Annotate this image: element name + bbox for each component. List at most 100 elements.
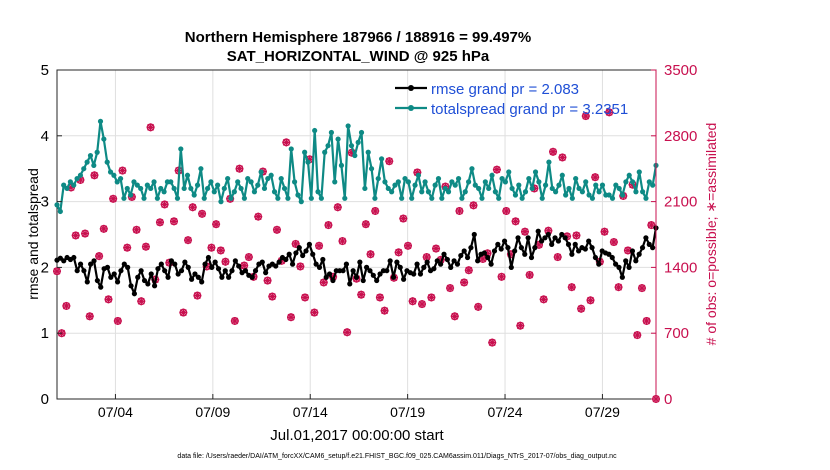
series-point [74, 268, 80, 274]
obs-count-point [296, 262, 305, 271]
obs-count-point [62, 301, 71, 310]
obs-count-point [216, 246, 225, 255]
series-point [204, 185, 211, 192]
series-point [91, 258, 97, 264]
obs-count-point [474, 302, 483, 311]
series-point [88, 261, 94, 267]
y-axis-label: rmse and totalspread [25, 168, 41, 300]
y2-axis-label: # of obs: o=possible; ∗=assimilated [703, 123, 719, 346]
series-point [296, 245, 302, 251]
series-point [636, 169, 642, 175]
obs-count-point [525, 270, 534, 279]
series-point [458, 252, 464, 259]
series-point [259, 259, 265, 265]
obs-count-point [240, 261, 249, 270]
obs-count-point [357, 290, 366, 299]
obs-count-point [99, 224, 108, 233]
series-point [375, 175, 381, 182]
series-point [549, 185, 555, 192]
series-point [498, 246, 504, 252]
chart-title: Northern Hemisphere 187966 / 188916 = 99… [185, 29, 531, 46]
obs-count-point [230, 316, 239, 325]
series-point [211, 189, 217, 195]
series-point [131, 291, 137, 297]
obs-count-point [371, 207, 380, 215]
obs-count-point [600, 227, 609, 236]
series-point [462, 189, 468, 195]
obs-count-point [207, 243, 216, 252]
series-point [464, 254, 471, 261]
series-point [141, 277, 148, 284]
obs-count-point [633, 331, 642, 340]
series-point [148, 271, 154, 277]
series-point [569, 195, 575, 201]
series-point [148, 185, 154, 192]
series-point [308, 195, 314, 201]
series-point [468, 245, 474, 251]
series-point [429, 195, 435, 201]
series-point [114, 279, 121, 285]
series-point [496, 195, 502, 201]
obs-count-point [408, 297, 417, 306]
series-point [623, 258, 629, 264]
series-point [121, 195, 127, 201]
series-point [599, 182, 606, 188]
obs-count-point [132, 225, 141, 234]
series-point [616, 264, 622, 270]
series-point [318, 195, 324, 201]
series-point [589, 195, 596, 201]
series-point [508, 264, 514, 270]
series-point [466, 179, 472, 185]
series-point [340, 268, 346, 274]
series-point [198, 166, 204, 172]
series-point [439, 195, 445, 201]
series-point [268, 172, 274, 178]
series-point [377, 271, 383, 277]
series-point [345, 123, 351, 129]
series-point [158, 261, 164, 267]
y2-tick-label: 700 [664, 325, 689, 342]
obs-count-point [567, 283, 576, 292]
series-point [539, 195, 545, 201]
series-point [532, 245, 538, 251]
obs-count-point [450, 312, 459, 321]
series-point [397, 264, 403, 270]
series-point [134, 182, 140, 188]
series-point [229, 268, 235, 274]
series-point [249, 274, 255, 280]
obs-count-point [169, 217, 178, 226]
obs-count-point [81, 229, 90, 238]
series-point [205, 254, 212, 261]
x-axis-label: Jul.01,2017 00:00:00 start [270, 427, 444, 444]
series-point [549, 241, 555, 247]
series-point [424, 259, 430, 265]
obs-count-point [155, 218, 164, 227]
series-point [221, 185, 227, 192]
series-point [448, 264, 454, 270]
legend-rmse-label: rmse grand pr = 2.083 [431, 81, 579, 98]
series-point [552, 235, 558, 241]
series-point [553, 189, 559, 195]
series-point [273, 263, 279, 269]
series-point [98, 284, 104, 290]
series-point [322, 149, 328, 155]
series-point [650, 245, 656, 251]
obs-count-point [212, 220, 221, 229]
obs-count-point [71, 231, 80, 240]
obs-count-point [520, 227, 529, 236]
obs-count-point [188, 203, 197, 212]
x-tick-label: 07/04 [98, 404, 133, 420]
series-point [185, 264, 191, 270]
series-point [141, 195, 147, 201]
series-point [131, 179, 137, 185]
series-point [643, 235, 649, 241]
series-point [302, 149, 308, 155]
series-point [300, 252, 306, 259]
obs-count-point [193, 291, 202, 300]
series-point [111, 271, 117, 277]
series-point [107, 169, 114, 175]
obs-count-point [427, 293, 436, 302]
series-point [596, 261, 602, 267]
series-point [434, 258, 440, 264]
y-tick-label: 2 [41, 259, 49, 276]
